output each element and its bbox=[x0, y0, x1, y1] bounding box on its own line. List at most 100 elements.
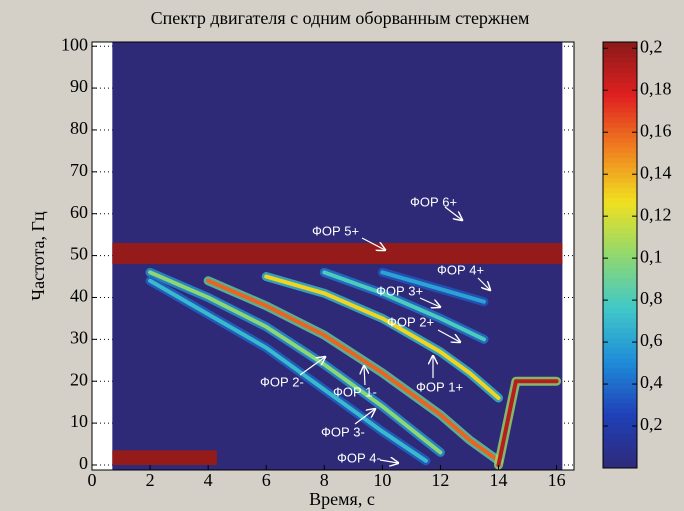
colorbar-cell bbox=[603, 267, 637, 274]
colorbar-cell bbox=[603, 232, 637, 238]
colorbar-cell bbox=[603, 427, 637, 434]
colorbar-cell bbox=[603, 107, 637, 113]
colorbar-cell bbox=[603, 182, 637, 188]
y-tick-label: 10 bbox=[70, 411, 88, 431]
annotation: ФОР 5+ bbox=[312, 223, 359, 238]
colorbar-cell bbox=[603, 337, 637, 344]
spectral-line bbox=[206, 278, 501, 463]
colorbar-cell bbox=[603, 317, 637, 324]
x-tick-label: 12 bbox=[431, 470, 449, 490]
x-tick-label: 2 bbox=[146, 470, 155, 490]
annotation: ФОР 2+ bbox=[387, 314, 434, 329]
colorbar-cell bbox=[603, 407, 637, 414]
colorbar-cell bbox=[603, 402, 637, 409]
y-axis-label: Частота, Гц bbox=[28, 211, 48, 301]
colorbar-cell bbox=[603, 227, 637, 233]
colorbar-cell bbox=[603, 262, 637, 269]
colorbar-cell bbox=[603, 47, 637, 53]
colorbar-cell bbox=[603, 452, 637, 459]
colorbar-cell bbox=[603, 257, 637, 264]
x-tick-label: 0 bbox=[88, 470, 97, 490]
colorbar-cell bbox=[603, 277, 637, 284]
colorbar-cell bbox=[603, 342, 637, 349]
colorbar-cell bbox=[603, 177, 637, 183]
colorbar-cell bbox=[603, 312, 637, 319]
spectral-line bbox=[322, 270, 486, 342]
colorbar-cell bbox=[603, 247, 637, 253]
colorbar-cell bbox=[603, 152, 637, 158]
colorbar-cell bbox=[603, 447, 637, 454]
colorbar-frame bbox=[602, 41, 638, 469]
colorbar-cell bbox=[603, 187, 637, 193]
colorbar-cell bbox=[603, 292, 637, 299]
colorbar-cell bbox=[603, 272, 637, 279]
colorbar-cell bbox=[603, 67, 637, 73]
colorbar-cell bbox=[603, 282, 637, 289]
y-tick-label: 60 bbox=[70, 202, 88, 222]
colorbar-tick-label: 0,16 bbox=[640, 120, 672, 140]
colorbar-cell bbox=[603, 352, 637, 359]
spectral-line bbox=[264, 274, 501, 400]
arrow bbox=[299, 357, 325, 376]
colorbar-cell bbox=[603, 412, 637, 419]
plot bbox=[92, 42, 574, 470]
colorbar: 0,2 0,18 0,16 0,14 0,12 0,1 0,8 0,6 0,4 0,2 bbox=[602, 36, 672, 469]
chart-title: Спектр двигателя с одним оборванным стер… bbox=[151, 8, 530, 28]
annotation: ФОР 2- bbox=[260, 374, 304, 389]
colorbar-cell bbox=[603, 307, 637, 314]
colorbar-cell bbox=[603, 77, 637, 83]
colorbar-cell bbox=[603, 437, 637, 444]
band bbox=[112, 243, 563, 264]
y-tick-label: 20 bbox=[70, 369, 88, 389]
colorbar-cell bbox=[603, 362, 637, 369]
arrow bbox=[379, 460, 398, 463]
colorbar-cell bbox=[603, 322, 637, 329]
annotation: ФОР 3+ bbox=[376, 283, 423, 298]
annotation: ФОР 3- bbox=[321, 424, 365, 439]
annotation: ФОР 4- bbox=[337, 450, 381, 465]
colorbar-tick-label: 0,4 bbox=[640, 372, 663, 392]
colorbar-cell bbox=[603, 217, 637, 223]
annotation: ФОР 6+ bbox=[410, 194, 457, 209]
arrow bbox=[419, 297, 440, 307]
colorbar-cell bbox=[603, 417, 637, 424]
colorbar-cell bbox=[603, 122, 637, 128]
y-tick-label: 0 bbox=[79, 453, 88, 473]
colorbar-cell bbox=[603, 252, 637, 259]
colorbar-cell bbox=[603, 102, 637, 108]
arrow bbox=[364, 366, 365, 386]
arrow bbox=[444, 206, 462, 220]
colorbar-cell bbox=[603, 327, 637, 334]
colorbar-cell bbox=[603, 222, 637, 228]
colorbar-cell bbox=[603, 302, 637, 309]
colorbar-cell bbox=[603, 127, 637, 133]
colorbar-cell bbox=[603, 297, 637, 304]
colorbar-cell bbox=[603, 382, 637, 389]
colorbar-cell bbox=[603, 112, 637, 118]
y-tick-label: 30 bbox=[70, 327, 88, 347]
colorbar-cell bbox=[603, 422, 637, 429]
x-tick-label: 16 bbox=[548, 470, 566, 490]
colorbar-cell bbox=[603, 197, 637, 203]
colorbar-tick-label: 0,1 bbox=[640, 246, 663, 266]
arrow bbox=[361, 237, 385, 250]
arrow bbox=[477, 277, 490, 290]
colorbar-cell bbox=[603, 372, 637, 379]
colorbar-cell bbox=[603, 357, 637, 364]
colorbar-cell bbox=[603, 202, 637, 208]
colorbar-cell bbox=[603, 72, 637, 78]
colorbar-tick-label: 0,2 bbox=[640, 36, 663, 56]
x-tick-label: 14 bbox=[490, 470, 508, 490]
colorbar-cell bbox=[603, 157, 637, 163]
colorbar-tick-label: 0,12 bbox=[640, 204, 672, 224]
spectral-line bbox=[148, 278, 428, 463]
annotation: ФОР 1+ bbox=[416, 379, 463, 394]
colorbar-cell bbox=[603, 347, 637, 354]
annotation: ФОР 1- bbox=[333, 384, 377, 399]
colorbar-cell bbox=[603, 377, 637, 384]
y-tick-label: 70 bbox=[70, 160, 88, 180]
x-tick-label: 4 bbox=[204, 470, 213, 490]
annotations: ФОР 6+ ФОР 5+ ФОР 4+ ФОР 3+ ФОР 2+ ФОР 2… bbox=[260, 194, 490, 465]
colorbar-cell bbox=[603, 167, 637, 173]
colorbar-cell bbox=[603, 52, 637, 58]
